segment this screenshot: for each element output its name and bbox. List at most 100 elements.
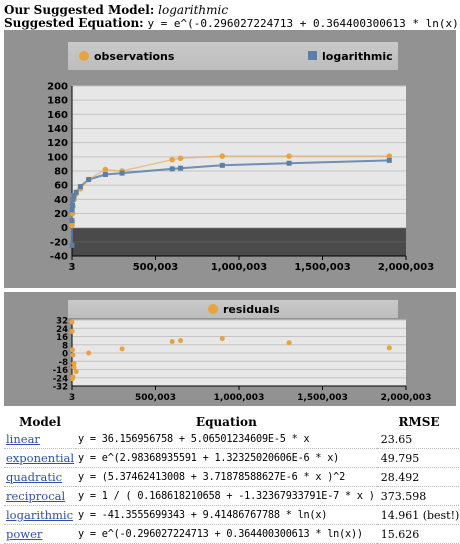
- residuals-legend-box: [68, 300, 398, 318]
- column-header-equation: Equation: [195, 415, 257, 429]
- x-tick-label: 2,000,003: [381, 393, 432, 403]
- table-row: reciprocal y = 1 / ( 0.168618210658 + -1…: [4, 486, 460, 506]
- model-link-power[interactable]: power: [6, 527, 43, 541]
- logarithmic-point: [69, 207, 75, 213]
- residual-point: [73, 369, 79, 375]
- y-tick-label: -16: [53, 366, 68, 376]
- logarithmic-point: [386, 157, 392, 163]
- logarithmic-point: [169, 166, 175, 172]
- logarithmic-point: [219, 162, 225, 168]
- x-tick-label: 500,003: [133, 262, 179, 273]
- equation-cell: y = (5.37462413008 + 3.71878588627E-6 * …: [76, 467, 377, 487]
- x-tick-label: 1,500,003: [294, 262, 350, 273]
- residual-point: [86, 350, 92, 356]
- y-tick-label: 20: [54, 209, 68, 220]
- y-tick-label: 0: [62, 350, 68, 360]
- model-link-quadratic[interactable]: quadratic: [6, 470, 63, 484]
- x-tick-label: 1,000,003: [211, 262, 267, 273]
- y-tick-label: -24: [53, 374, 68, 384]
- residual-point: [178, 338, 184, 344]
- y-tick-label: 140: [47, 124, 68, 135]
- equation-cell: y = e^(2.98368935591 + 1.32325020606E-6 …: [76, 448, 377, 468]
- x-tick-label: 500,003: [135, 393, 176, 403]
- y-tick-label: -32: [53, 383, 68, 393]
- y-tick-label: 100: [47, 152, 68, 163]
- rmse-cell: 15.626: [376, 524, 460, 544]
- logarithmic-point: [70, 202, 76, 208]
- model-link-exponential[interactable]: exponential: [6, 451, 75, 465]
- x-tick-label: 3: [69, 262, 76, 273]
- observation-point: [286, 153, 292, 159]
- y-tick-label: 24: [56, 325, 68, 335]
- main-chart-panel: observations logarithmic 200 180 160 140 120…: [4, 30, 456, 288]
- residual-point: [386, 345, 392, 351]
- suggested-equation-label: Suggested Equation:: [4, 16, 144, 30]
- x-tick-label: 1,000,003: [214, 393, 265, 403]
- observation-point: [177, 155, 184, 162]
- logarithmic-point: [86, 177, 92, 182]
- equation-cell: y = 1 / ( 0.168618210658 + -1.3236793379…: [76, 486, 377, 506]
- y-tick-label: 32: [56, 317, 68, 327]
- y-tick-label: 200: [47, 82, 68, 93]
- residual-point: [69, 319, 75, 325]
- model-link-reciprocal[interactable]: reciprocal: [6, 489, 66, 503]
- x-tick-label: 2,000,003: [378, 262, 434, 273]
- observation-point: [102, 166, 109, 173]
- residuals-legend-icon: [208, 304, 218, 314]
- observations-legend-icon: [79, 51, 89, 61]
- observation-point: [169, 156, 175, 163]
- y-tick-label: 8: [62, 341, 68, 351]
- y-tick-label: 180: [47, 96, 68, 107]
- residual-point: [70, 374, 76, 380]
- logarithmic-point: [286, 160, 292, 166]
- residual-point: [69, 328, 75, 334]
- y-tick-label: -20: [50, 237, 68, 248]
- table-row: logarithmic y = -41.3555699343 + 9.41486…: [4, 505, 460, 525]
- y-tick-label: 120: [47, 138, 68, 149]
- rmse-cell: 373.598: [376, 486, 460, 506]
- residual-point: [119, 346, 125, 352]
- equation-cell: y = 36.156956758 + 5.06501234609E-5 * x: [76, 430, 377, 449]
- residual-point: [71, 360, 77, 366]
- logarithmic-point: [70, 196, 76, 202]
- y-tick-label: 160: [47, 110, 68, 121]
- rmse-cell: 14.961 (best!): [376, 505, 460, 525]
- residuals-chart-panel: residuals 32 24 16 8 0 -8 -16 -24 -32 3 500,003 1,0…: [4, 292, 456, 406]
- y-tick-label: -40: [50, 252, 68, 263]
- equation-cell: y = -41.3555699343 + 9.41486767788 * ln(…: [76, 505, 377, 525]
- x-tick-label: 1,500,003: [297, 393, 348, 403]
- logarithmic-point: [102, 172, 108, 178]
- suggested-model-label: Our Suggested Model:: [4, 3, 155, 17]
- rmse-cell: 49.795: [376, 448, 460, 468]
- logarithmic-legend-icon: [308, 51, 317, 60]
- logarithmic-point: [71, 193, 77, 199]
- y-tick-label: 16: [56, 333, 68, 343]
- table-row: exponential y = e^(2.98368935591 + 1.323…: [4, 448, 460, 468]
- y-tick-label: 80: [54, 167, 68, 178]
- table-row: quadratic y = (5.37462413008 + 3.7187858…: [4, 467, 460, 487]
- logarithmic-point: [69, 218, 75, 224]
- observation-point: [386, 153, 393, 159]
- y-tick-label: 0: [61, 223, 68, 234]
- residual-point: [70, 352, 76, 358]
- logarithmic-point: [73, 189, 79, 195]
- suggested-equation-value: y = e^(-0.296027224713 + 0.364400300613 …: [147, 17, 460, 30]
- x-tick-label: 3: [69, 393, 75, 403]
- column-header-rmse: RMSE: [398, 415, 440, 429]
- legend-residuals-label: residuals: [223, 303, 280, 316]
- legend-observations-label: observations: [94, 50, 175, 63]
- suggested-model-value: logarithmic: [158, 3, 229, 17]
- equation-cell: y = e^(-0.296027224713 + 0.364400300613 …: [76, 524, 377, 544]
- y-tick-label: 60: [54, 181, 68, 192]
- table-row: power y = e^(-0.296027224713 + 0.3644003…: [4, 524, 460, 544]
- model-link-linear[interactable]: linear: [6, 432, 40, 446]
- rmse-cell: 28.492: [376, 467, 460, 487]
- logarithmic-point: [178, 165, 184, 171]
- column-header-model: Model: [19, 415, 61, 429]
- rmse-cell: 23.65: [376, 430, 460, 449]
- model-link-logarithmic[interactable]: logarithmic: [6, 508, 74, 522]
- residual-point: [71, 364, 77, 370]
- main-legend-box: [68, 42, 398, 70]
- y-tick-label: 40: [54, 195, 68, 206]
